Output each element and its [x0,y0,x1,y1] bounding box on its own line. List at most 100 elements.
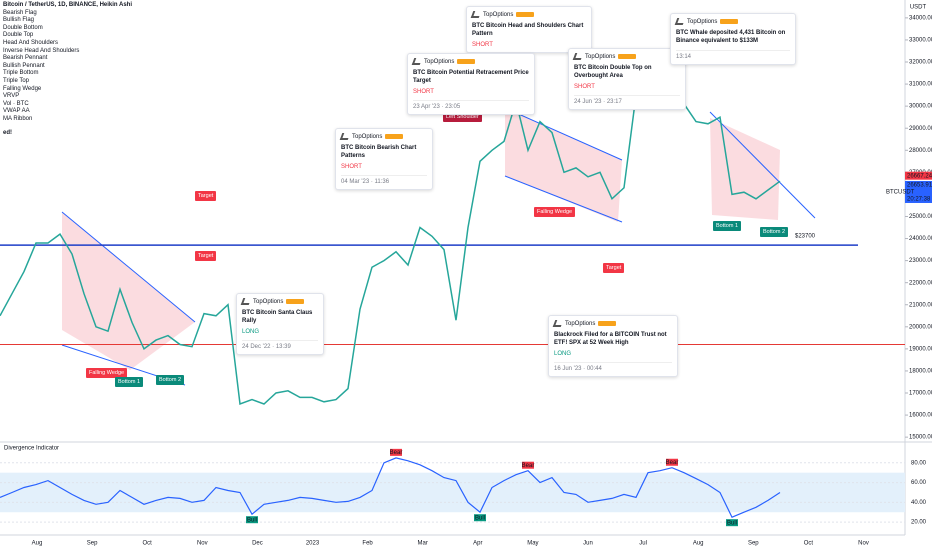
y-tick-label: 19000.00 [909,346,932,352]
author-name: TopOptions [565,320,596,327]
idea-title: BTC Whale deposited 4,431 Bitcoin on Bin… [676,30,786,44]
idea-author: TopOptions [472,11,586,18]
high-price-bg [905,171,932,180]
indicator-item: Triple Bottom [3,70,39,77]
wedge-line [504,107,623,161]
bear-label: Bear [666,460,679,466]
idea-title: BTC Bitcoin Double Top on Overbought Are… [574,65,652,79]
indicator-item: Double Top [3,32,34,39]
osc-band [0,472,905,513]
bear-label: Bear [390,450,403,456]
x-tick-label: Jun [583,541,593,547]
y-tick-label: 15000.00 [909,435,932,441]
currency: USDT [910,5,927,11]
y-tick-label: 17000.00 [909,391,932,397]
pattern-label: Falling Wedge [534,207,576,217]
osc-title: Divergence Indicator [4,446,59,452]
pattern-label: Target [195,191,217,201]
osc-tick-label: 60.00 [911,480,927,486]
idea-card: TopOptions Blackrock Filed for a BITCOIN … [548,315,678,377]
pattern-label: Bottom 2 [156,375,185,385]
pattern-label: Bottom 1 [713,221,742,231]
high-price: 26667.24 [907,173,932,179]
idea-card: TopOptions BTC Bitcoin Santa Claus Rally L… [236,293,324,355]
idea-time: 04 Mar '23 · 11:36 [341,175,427,185]
osc-tick-label: 80.00 [911,460,927,466]
idea-card: TopOptions BTC Bitcoin Double Top on Over… [568,48,686,110]
idea-title: Blackrock Filed for a BITCOIN Trust not … [554,332,667,346]
y-tick-label: 25000.00 [909,214,932,220]
indicator-item: Bullish Pennant [3,62,45,69]
bear-marker [666,458,678,466]
y-tick-label: 34000.00 [909,15,932,21]
idea-author: TopOptions [413,58,529,65]
x-tick-label: Feb [362,541,373,547]
idea-title: BTC Bitcoin Head and Shoulders Chart Pat… [472,23,584,37]
y-tick-label: 28000.00 [909,148,932,154]
idea-title: BTC Bitcoin Potential Retracement Price … [413,70,529,84]
bull-marker [726,519,738,527]
idea-author: TopOptions [676,18,790,25]
y-tick-label: 22000.00 [909,280,932,286]
wedge-line [504,175,623,223]
idea-author: TopOptions [242,298,318,305]
idea-title: BTC Bitcoin Bearish Chart Patterns [341,145,417,159]
x-tick-label: Nov [197,541,208,547]
x-tick-label: Oct [804,541,814,547]
y-tick-label: 30000.00 [909,104,932,110]
idea-card: TopOptions BTC Bitcoin Bearish Chart Patt… [335,128,433,190]
indicator-item: VRVP [3,93,20,100]
pattern-label: Bottom 1 [115,377,144,387]
pattern-label: Target [195,251,217,261]
badge [598,321,617,326]
countdown: 20:27:38 [907,197,931,203]
x-tick-label: May [527,541,538,547]
badge [618,54,637,59]
wedge-shade [62,212,195,370]
bull-label: Bull [247,517,257,523]
badge [720,19,739,24]
author-name: TopOptions [253,298,284,305]
y-tick-label: 21000.00 [909,302,932,308]
y-tick-label: 33000.00 [909,38,932,44]
idea-signal: SHORT [341,164,362,170]
wedge-line [61,211,196,323]
y-tick-label: 16000.00 [909,413,932,419]
indicator-item: VWAP AA [3,108,30,115]
idea-time: 13:14 [676,50,790,60]
indicator-item: Bearish Flag [3,9,37,16]
osc-tick-label: 40.00 [911,500,927,506]
indicator-list: Bitcoin / TetherUS, 1D, BINANCE, Heikin … [3,2,132,137]
x-tick-label: Aug [32,541,43,547]
bear-marker [522,461,534,469]
support-label: $23700 [795,234,816,240]
bear-marker [390,448,402,456]
x-tick-label: Dec [252,541,263,547]
idea-signal: LONG [242,329,260,335]
bull-marker [246,516,258,524]
idea-time: 16 Jun '23 · 00:44 [554,362,672,372]
indicator-item: Falling Wedge [3,85,42,92]
idea-time: 24 Jun '23 · 23:17 [574,95,680,105]
idea-card: TopOptions BTC Bitcoin Potential Retracem… [407,53,535,115]
idea-signal: SHORT [413,89,434,95]
y-tick-label: 23000.00 [909,258,932,264]
symbol-title: Bitcoin / TetherUS, 1D, BINANCE, Heikin … [3,2,133,8]
x-tick-label: Apr [473,541,482,547]
x-tick-label: Sep [748,541,759,547]
pattern-label: Bottom 2 [760,227,789,237]
idea-title: BTC Bitcoin Santa Claus Rally [242,310,313,324]
badge [286,299,305,304]
idea-time: 23 Apr '23 · 23:05 [413,100,529,110]
author-name: TopOptions [352,133,383,140]
indicator-item: Bullish Flag [3,17,35,24]
idea-signal: SHORT [574,84,595,90]
indicator-item: Vol · BTC [3,100,29,107]
indicator-item: Double Bottom [3,24,43,31]
overflow-text: ed! [3,129,12,136]
close-price: 26653.91 [907,183,932,189]
idea-signal: LONG [554,351,572,357]
y-tick-label: 20000.00 [909,324,932,330]
x-tick-label: Aug [693,541,704,547]
